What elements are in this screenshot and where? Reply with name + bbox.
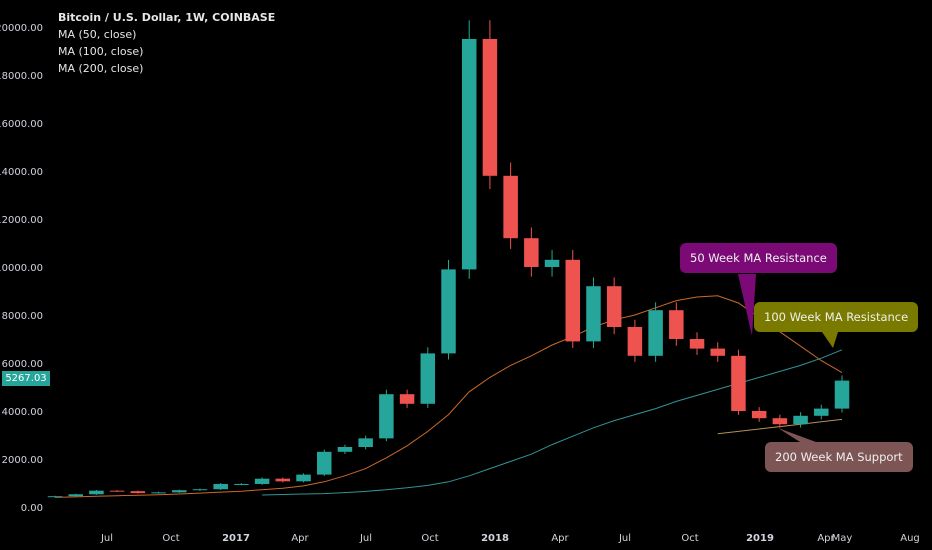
x-tick-label: Jul (618, 533, 631, 544)
candle-body (234, 483, 249, 485)
legend-ma100: MA (100, close) (58, 45, 144, 58)
candle-body (441, 269, 456, 354)
current-price-tag: 5267.03 (2, 371, 50, 386)
y-tick-label: 8000.00 (2, 311, 43, 322)
callout-200-week-ma: 200 Week MA Support (765, 442, 913, 472)
y-tick-label: 10000.00 (0, 263, 43, 274)
y-tick-label: 4000.00 (2, 407, 43, 418)
candle-body (793, 415, 808, 425)
candle-body (151, 492, 166, 494)
legend-ma50: MA (50, close) (58, 28, 137, 41)
candle-body (213, 483, 228, 490)
y-tick-label: 12000.00 (0, 215, 43, 226)
candle-body (316, 451, 332, 475)
x-tick-label: Oct (681, 533, 698, 544)
candle-body (47, 496, 63, 498)
x-tick-label: Jul (359, 533, 372, 544)
legend-title: Bitcoin / U.S. Dollar, 1W, COINBASE (58, 11, 276, 24)
candle-body (482, 39, 498, 176)
legend-ma200: MA (200, close) (58, 62, 144, 75)
candle-body (669, 310, 684, 339)
ma-line-50 (54, 295, 843, 498)
y-tick-label: 14000.00 (0, 167, 43, 178)
candle-body (648, 310, 663, 356)
x-tick-label: Jul (100, 533, 113, 544)
x-tick-label: 2018 (481, 533, 509, 544)
legend: Bitcoin / U.S. Dollar, 1W, COINBASE MA (… (58, 9, 275, 77)
callout-pointer-200 (778, 428, 816, 442)
candle-body (772, 418, 788, 425)
y-tick-label: 0.00 (21, 503, 43, 514)
candle-body (109, 490, 125, 492)
callout-50-week-ma: 50 Week MA Resistance (680, 243, 837, 273)
candle-body (89, 490, 104, 495)
x-tick-label: Aug (900, 533, 920, 544)
candle-body (296, 474, 311, 482)
candle-body (710, 348, 725, 356)
x-tick-label: Apr (551, 533, 569, 544)
x-tick-label: Apr (817, 533, 835, 544)
callout-pointer-50 (738, 274, 756, 336)
x-tick-label: Apr (291, 533, 309, 544)
candle-body (751, 411, 767, 419)
x-tick-label: Oct (421, 533, 438, 544)
candle-body (337, 447, 353, 452)
candle-body (358, 438, 373, 447)
candle-body (275, 478, 291, 482)
candle-body (834, 380, 850, 409)
candle-body (399, 394, 415, 404)
x-tick-label: 2019 (746, 533, 774, 544)
candle-body (461, 39, 477, 270)
candle-body (586, 286, 601, 342)
x-tick-label: May (832, 533, 853, 544)
candle-body (172, 490, 187, 493)
candle-body (814, 408, 829, 416)
candle-body (254, 478, 270, 484)
callout-pointer-100 (822, 332, 838, 348)
x-tick-label: Oct (162, 533, 179, 544)
y-tick-label: 2000.00 (2, 455, 43, 466)
candle-body (130, 491, 146, 494)
x-tick-label: 2017 (222, 533, 250, 544)
y-tick-label: 6000.00 (2, 359, 43, 370)
candle-body (379, 394, 394, 439)
candle-body (544, 259, 560, 267)
y-tick-label: 18000.00 (0, 71, 43, 82)
candle-body (606, 286, 622, 327)
candle-body (524, 238, 539, 267)
ma-line-100 (262, 349, 843, 496)
candle-body (731, 355, 746, 411)
callout-100-week-ma: 100 Week MA Resistance (754, 302, 919, 332)
candle-body (565, 259, 581, 342)
candle-body (503, 175, 518, 239)
candle-body (627, 327, 643, 356)
y-tick-label: 20000.00 (0, 23, 43, 34)
candle-body (689, 339, 705, 349)
candle-body (420, 353, 436, 404)
candle-body (68, 494, 83, 497)
y-tick-label: 16000.00 (0, 119, 43, 130)
candle-body (192, 489, 208, 491)
